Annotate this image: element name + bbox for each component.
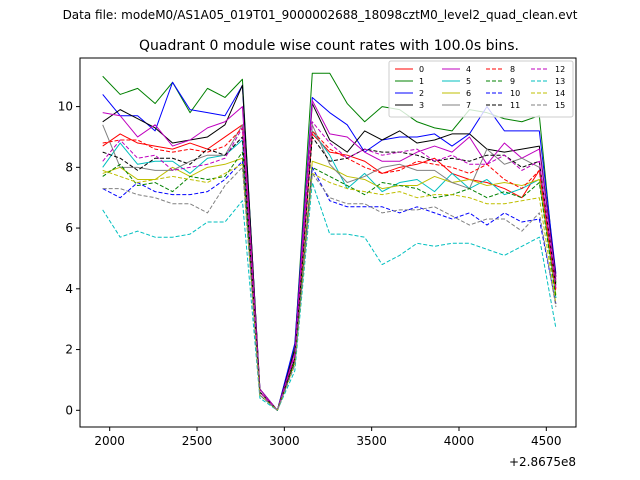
x-tick-label-3500: 3500	[356, 434, 387, 448]
legend-label-2: 2	[419, 89, 424, 98]
legend-label-10: 10	[510, 89, 520, 98]
x-tick-label-3000: 3000	[269, 434, 300, 448]
series-line-11	[102, 136, 557, 411]
series-line-13	[102, 182, 557, 411]
legend-label-8: 8	[510, 65, 515, 74]
legend-label-4: 4	[466, 65, 471, 74]
series-line-8	[102, 127, 557, 411]
x-tick-label-2500: 2500	[182, 434, 213, 448]
y-tick-label-4: 4	[65, 282, 73, 296]
y-tick-label-8: 8	[65, 160, 73, 174]
legend-label-12: 12	[555, 65, 565, 74]
x-tick-label-4500: 4500	[531, 434, 562, 448]
series-layer	[102, 72, 557, 411]
legend-label-15: 15	[555, 101, 565, 110]
axes-frame	[79, 57, 577, 428]
legend-label-3: 3	[419, 101, 424, 110]
chart-title: Quadrant 0 module wise count rates with …	[139, 38, 519, 54]
legend-label-1: 1	[419, 77, 424, 86]
series-line-9	[102, 151, 557, 411]
legend-label-0: 0	[419, 65, 424, 74]
series-line-4	[102, 100, 557, 411]
axes-background	[80, 58, 576, 427]
series-line-3	[102, 84, 557, 411]
series-line-7	[102, 124, 557, 411]
series-line-5	[102, 130, 557, 411]
series-line-0	[102, 124, 557, 411]
y-tick-label-2: 2	[65, 343, 73, 357]
suptitle: Data file: modeM0/AS1A05_019T01_90000026…	[63, 8, 578, 22]
legend-label-6: 6	[466, 89, 471, 98]
legend-label-9: 9	[510, 77, 515, 86]
legend-label-5: 5	[466, 77, 471, 86]
y-tick-label-6: 6	[65, 221, 73, 235]
x-tick-label-4000: 4000	[444, 434, 475, 448]
legend-label-14: 14	[555, 89, 565, 98]
x-tick-label-2000: 2000	[94, 434, 125, 448]
plot-area	[79, 57, 577, 428]
series-line-14	[102, 163, 557, 411]
series-line-12	[102, 121, 557, 411]
x-offset-label: +2.8675e8	[509, 455, 576, 469]
legend-label-7: 7	[466, 101, 471, 110]
y-tick-label-10: 10	[58, 100, 73, 114]
legend-frame	[388, 60, 574, 118]
x-axis: 2000 2500 3000 3500 4000 4500	[94, 427, 562, 448]
legend-label-11: 11	[510, 101, 520, 110]
y-axis: 0 2 4 6 8 10	[58, 100, 80, 417]
series-line-15	[102, 166, 557, 411]
legend-label-13: 13	[555, 77, 565, 86]
y-tick-label-0: 0	[65, 403, 73, 417]
series-line-6	[102, 157, 557, 411]
